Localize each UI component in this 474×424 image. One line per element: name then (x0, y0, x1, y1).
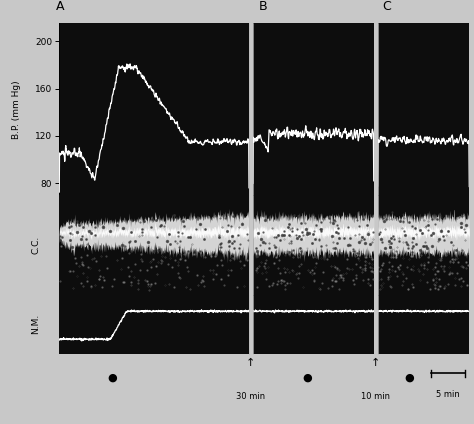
Text: ●: ● (302, 372, 312, 382)
Text: ↑: ↑ (246, 357, 255, 368)
Text: 30 min: 30 min (237, 392, 265, 401)
Text: 5 min: 5 min (436, 390, 460, 399)
Text: C: C (382, 0, 391, 13)
Text: 10 min: 10 min (361, 392, 390, 401)
Text: B.P. (mm Hg): B.P. (mm Hg) (12, 80, 21, 139)
Text: N.M.: N.M. (31, 314, 40, 335)
Text: ↑: ↑ (371, 357, 380, 368)
Text: A: A (55, 0, 64, 13)
Text: C.C.: C.C. (31, 236, 40, 254)
Text: ●: ● (405, 372, 414, 382)
Text: ●: ● (108, 372, 117, 382)
Text: B: B (259, 0, 267, 13)
